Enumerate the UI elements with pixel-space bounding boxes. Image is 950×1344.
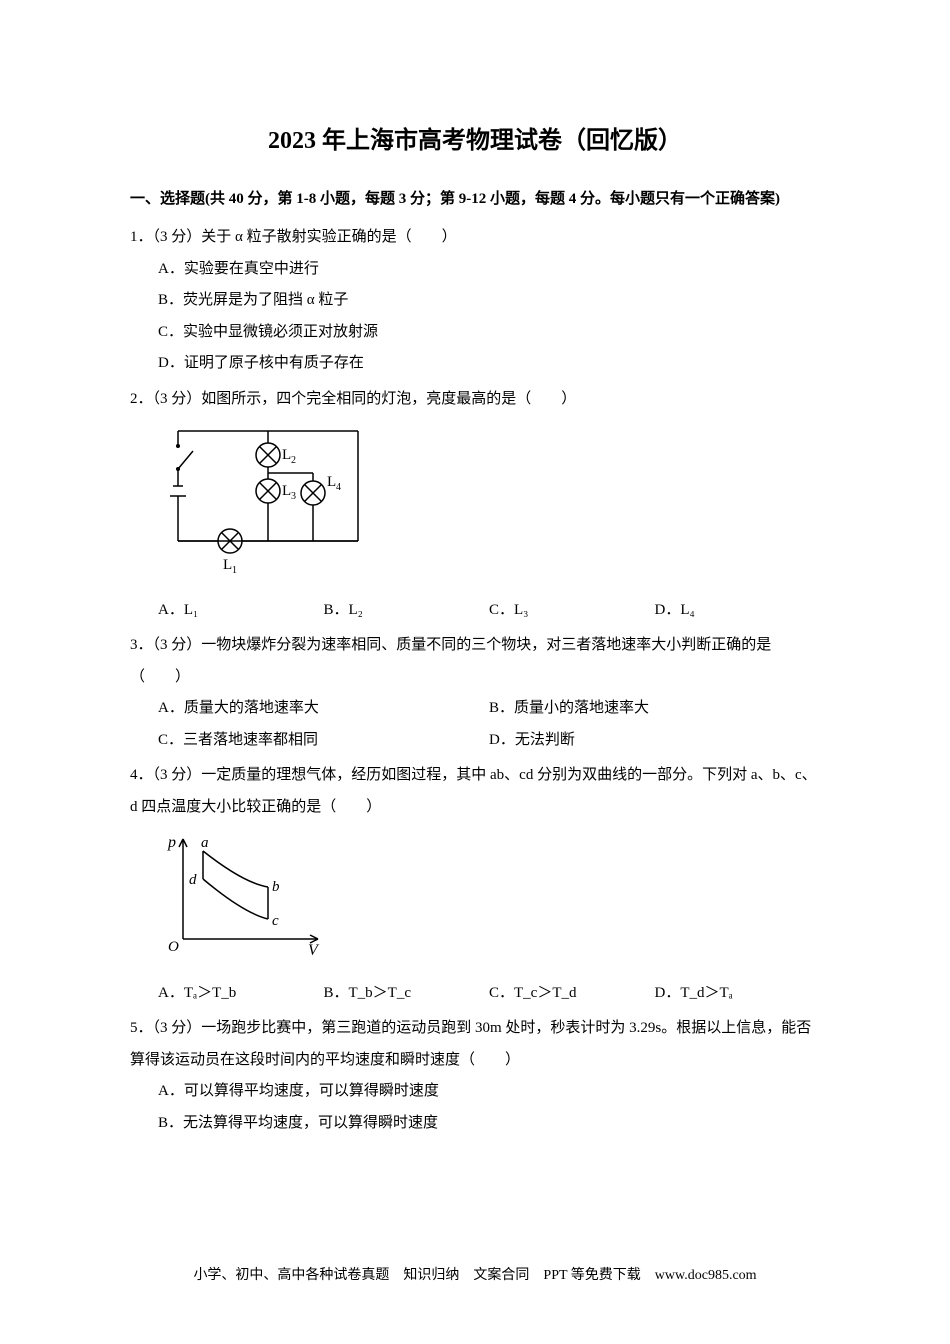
question-1: 1．（3 分）关于 α 粒子散射实验正确的是（ ） A．实验要在真空中进行 B．… xyxy=(130,222,820,380)
q5-option-b: B．无法算得平均速度，可以算得瞬时速度 xyxy=(158,1108,820,1140)
svg-text:L: L xyxy=(282,447,291,463)
q3-option-c: C．三者落地速率都相同 xyxy=(158,725,489,757)
section-header: 一、选择题(共 40 分，第 1-8 小题，每题 3 分；第 9-12 小题，每… xyxy=(130,183,820,216)
svg-text:O: O xyxy=(168,939,179,955)
q5-option-a: A．可以算得平均速度，可以算得瞬时速度 xyxy=(158,1076,820,1108)
q3-stem: 3．（3 分）一物块爆炸分裂为速率相同、质量不同的三个物块，对三者落地速率大小判… xyxy=(130,630,820,693)
question-2: 2．（3 分）如图所示，四个完全相同的灯泡，亮度最高的是（ ） L1L2L3L4… xyxy=(130,384,820,627)
q4-option-a: A．Tₐ＞T_b xyxy=(158,978,324,1010)
svg-text:L: L xyxy=(327,474,336,490)
svg-text:2: 2 xyxy=(291,455,296,466)
q2-options: A．L₁ B．L₂ C．L₃ D．L₄ xyxy=(130,595,820,627)
svg-text:V: V xyxy=(308,942,320,959)
q1-option-a: A．实验要在真空中进行 xyxy=(158,254,820,286)
pv-graph-icon: p V Oa b c d xyxy=(158,829,328,959)
svg-text:d: d xyxy=(189,872,197,888)
svg-text:b: b xyxy=(272,879,280,895)
svg-text:3: 3 xyxy=(291,491,296,502)
q3-options: A．质量大的落地速率大 B．质量小的落地速率大 C．三者落地速率都相同 D．无法… xyxy=(130,693,820,756)
q4-stem: 4．（3 分）一定质量的理想气体，经历如图过程，其中 ab、cd 分别为双曲线的… xyxy=(130,760,820,823)
svg-text:p: p xyxy=(167,834,176,851)
q1-option-b: B．荧光屏是为了阻挡 α 粒子 xyxy=(158,285,820,317)
q2-stem: 2．（3 分）如图所示，四个完全相同的灯泡，亮度最高的是（ ） xyxy=(130,384,820,416)
svg-text:c: c xyxy=(272,913,279,929)
question-4: 4．（3 分）一定质量的理想气体，经历如图过程，其中 ab、cd 分别为双曲线的… xyxy=(130,760,820,1009)
q5-options: A．可以算得平均速度，可以算得瞬时速度 B．无法算得平均速度，可以算得瞬时速度 xyxy=(130,1076,820,1139)
svg-text:a: a xyxy=(201,835,209,851)
q4-option-d: D．T_d＞Tₐ xyxy=(655,978,821,1010)
q2-option-b: B．L₂ xyxy=(324,595,490,627)
pv-figure: p V Oa b c d xyxy=(158,829,820,972)
circuit-figure: L1L2L3L4 xyxy=(158,421,820,589)
q1-options: A．实验要在真空中进行 B．荧光屏是为了阻挡 α 粒子 C．实验中显微镜必须正对… xyxy=(130,254,820,380)
svg-text:4: 4 xyxy=(336,482,341,493)
q3-option-b: B．质量小的落地速率大 xyxy=(489,693,820,725)
svg-text:L: L xyxy=(282,483,291,499)
q3-option-d: D．无法判断 xyxy=(489,725,820,757)
q4-option-c: C．T_c＞T_d xyxy=(489,978,655,1010)
question-5: 5．（3 分）一场跑步比赛中，第三跑道的运动员跑到 30m 处时，秒表计时为 3… xyxy=(130,1013,820,1139)
document-title: 2023 年上海市高考物理试卷（回忆版） xyxy=(130,120,820,155)
q1-stem: 1．（3 分）关于 α 粒子散射实验正确的是（ ） xyxy=(130,222,820,254)
q1-option-d: D．证明了原子核中有质子存在 xyxy=(158,348,820,380)
page-footer: 小学、初中、高中各种试卷真题 知识归纳 文案合同 PPT 等免费下载 www.d… xyxy=(0,1264,950,1284)
q4-option-b: B．T_b＞T_c xyxy=(324,978,490,1010)
q1-option-c: C．实验中显微镜必须正对放射源 xyxy=(158,317,820,349)
q2-option-a: A．L₁ xyxy=(158,595,324,627)
circuit-diagram-icon: L1L2L3L4 xyxy=(158,421,368,576)
q4-options: A．Tₐ＞T_b B．T_b＞T_c C．T_c＞T_d D．T_d＞Tₐ xyxy=(130,978,820,1010)
svg-text:1: 1 xyxy=(232,565,237,576)
q2-option-c: C．L₃ xyxy=(489,595,655,627)
q2-option-d: D．L₄ xyxy=(655,595,821,627)
svg-text:L: L xyxy=(223,557,232,573)
q5-stem: 5．（3 分）一场跑步比赛中，第三跑道的运动员跑到 30m 处时，秒表计时为 3… xyxy=(130,1013,820,1076)
q3-option-a: A．质量大的落地速率大 xyxy=(158,693,489,725)
question-3: 3．（3 分）一物块爆炸分裂为速率相同、质量不同的三个物块，对三者落地速率大小判… xyxy=(130,630,820,756)
